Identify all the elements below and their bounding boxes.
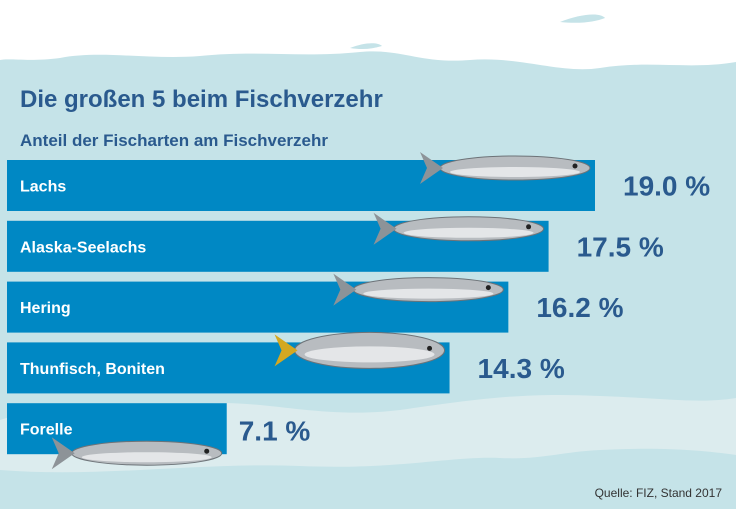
source-note: Quelle: FIZ, Stand 2017 <box>594 486 722 500</box>
category-label: Alaska-Seelachs <box>20 239 146 256</box>
fish-icon <box>420 152 591 184</box>
category-label: Lachs <box>20 179 66 196</box>
fish-icon <box>373 212 545 245</box>
category-label: Hering <box>20 300 71 317</box>
value-label: 7.1 % <box>239 416 311 447</box>
value-label: 14.3 % <box>478 353 565 384</box>
category-label: Forelle <box>20 422 73 439</box>
fish-icon <box>333 273 504 306</box>
fish-icon <box>274 331 446 369</box>
value-label: 17.5 % <box>577 231 664 262</box>
fish-icon <box>51 437 223 470</box>
chart-subtitle: Anteil der Fischarten am Fischverzehr <box>20 131 328 150</box>
category-label: Thunfisch, Boniten <box>20 361 165 378</box>
value-label: 19.0 % <box>623 171 710 202</box>
value-label: 16.2 % <box>536 292 623 323</box>
chart-title: Die großen 5 beim Fischverzehr <box>20 86 383 113</box>
